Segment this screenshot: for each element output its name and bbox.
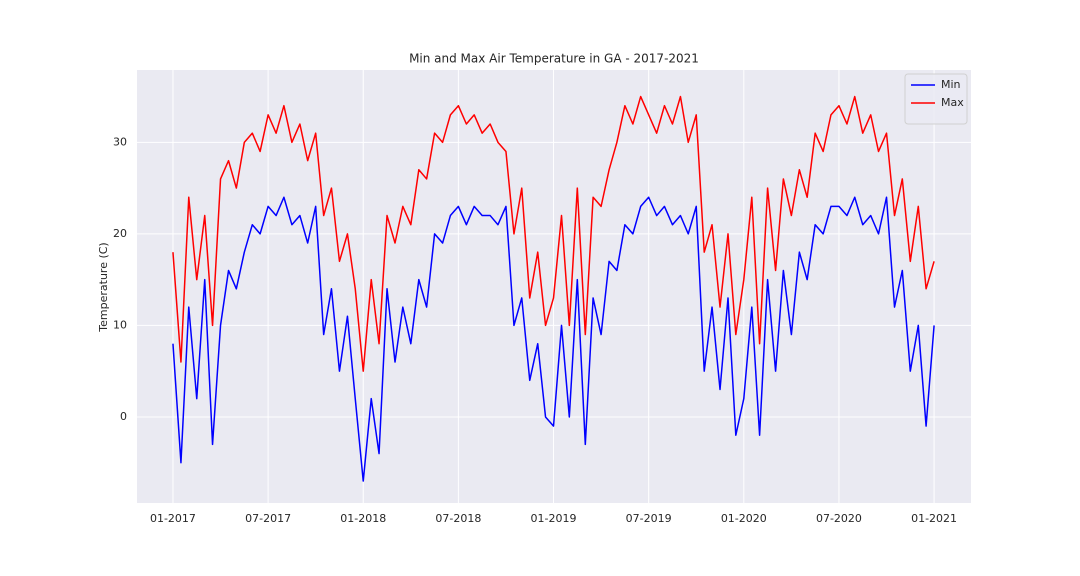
y-tick-label: 20 [113, 227, 127, 240]
y-tick-label: 0 [120, 410, 127, 423]
x-tick-label: 01-2019 [531, 512, 577, 525]
x-tick-label: 07-2018 [435, 512, 481, 525]
data-line [172, 95, 935, 372]
y-tick-label: 10 [113, 318, 127, 331]
x-tick-label: 01-2020 [721, 512, 767, 525]
x-tick-label: 01-2017 [150, 512, 196, 525]
data-line [172, 196, 935, 482]
y-axis-label: Temperature (C) [97, 242, 110, 332]
chart-title: Min and Max Air Temperature in GA - 2017… [409, 52, 699, 66]
x-tick-label: 07-2019 [626, 512, 672, 525]
x-tick-label: 01-2018 [340, 512, 386, 525]
x-tick-label: 07-2020 [816, 512, 862, 525]
legend-box [904, 73, 968, 125]
y-tick-label: 30 [113, 135, 127, 148]
legend-label: Max [941, 96, 964, 109]
x-tick-label: 07-2017 [245, 512, 291, 525]
legend-label: Min [941, 78, 961, 91]
x-tick-label: 01-2021 [911, 512, 957, 525]
